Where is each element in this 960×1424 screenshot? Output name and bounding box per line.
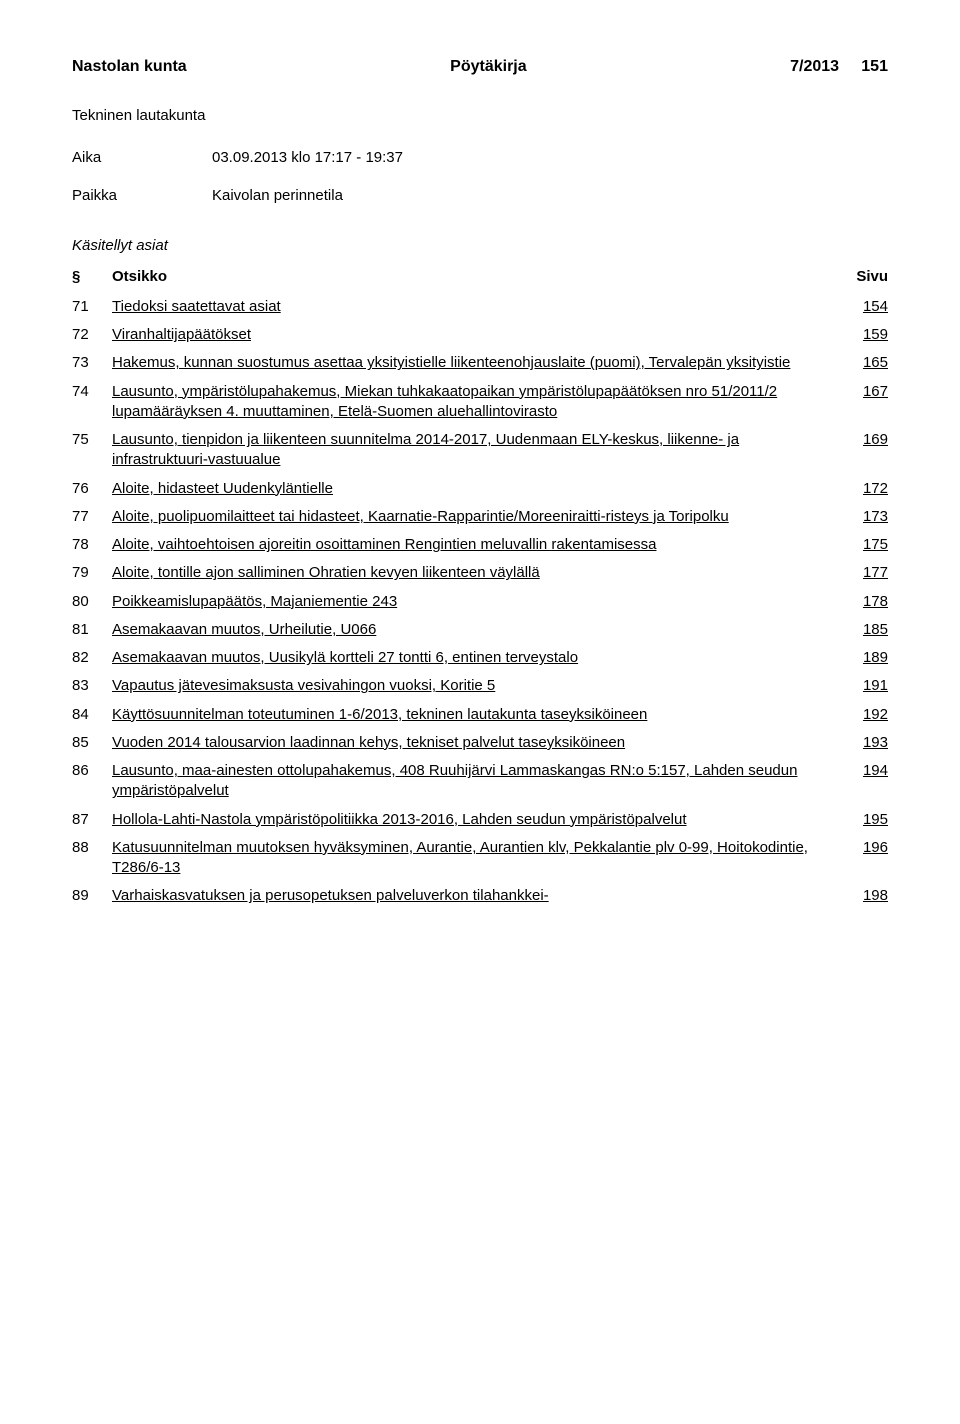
col-num-header: § [72,267,112,287]
agenda-num: 74 [72,382,112,402]
page-header: Nastolan kunta Pöytäkirja 7/2013 151 [72,56,888,78]
agenda-body: 71Tiedoksi saatettavat asiat154 72Viranha… [72,297,888,907]
agenda-row: 81Asemakaavan muutos, Urheilutie, U06618… [72,620,888,640]
agenda-num: 88 [72,838,112,858]
col-title-header: Otsikko [112,267,828,287]
agenda-page-link[interactable]: 189 [828,648,888,668]
agenda-page-link[interactable]: 154 [828,297,888,317]
agenda-page-link[interactable]: 196 [828,838,888,858]
agenda-row: 72Viranhaltijapäätökset159 [72,325,888,345]
agenda-row: 76Aloite, hidasteet Uudenkyläntielle172 [72,479,888,499]
subtitle: Käsitellyt asiat [72,236,888,256]
agenda-title-link[interactable]: Aloite, tontille ajon salliminen Ohratie… [112,563,828,583]
agenda-page-link[interactable]: 193 [828,733,888,753]
agenda-row: 74Lausunto, ympäristölupahakemus, Miekan… [72,382,888,423]
agenda-num: 77 [72,507,112,527]
agenda-num: 84 [72,705,112,725]
agenda-title-link[interactable]: Lausunto, tienpidon ja liikenteen suunni… [112,430,828,471]
agenda-page-link[interactable]: 173 [828,507,888,527]
meta-aika-value: 03.09.2013 klo 17:17 - 19:37 [212,148,403,168]
agenda-title-link[interactable]: Käyttösuunnitelman toteutuminen 1-6/2013… [112,705,828,725]
agenda-page-link[interactable]: 159 [828,325,888,345]
agenda-num: 76 [72,479,112,499]
agenda-row: 88Katusuunnitelman muutoksen hyväksymine… [72,838,888,879]
agenda-num: 83 [72,676,112,696]
agenda-title-link[interactable]: Vuoden 2014 talousarvion laadinnan kehys… [112,733,828,753]
agenda-num: 75 [72,430,112,450]
agenda-row: 78Aloite, vaihtoehtoisen ajoreitin osoit… [72,535,888,555]
meta-aika: Aika 03.09.2013 klo 17:17 - 19:37 [72,148,888,168]
agenda-row: 87Hollola-Lahti-Nastola ympäristöpolitii… [72,810,888,830]
agenda-row: 86Lausunto, maa-ainesten ottolupahakemus… [72,761,888,802]
agenda-num: 87 [72,810,112,830]
agenda-title-link[interactable]: Viranhaltijapäätökset [112,325,828,345]
meta-paikka-value: Kaivolan perinnetila [212,186,343,206]
agenda-title-link[interactable]: Vapautus jätevesimaksusta vesivahingon v… [112,676,828,696]
agenda-title-link[interactable]: Lausunto, ympäristölupahakemus, Miekan t… [112,382,828,423]
agenda-num: 79 [72,563,112,583]
agenda-page-link[interactable]: 172 [828,479,888,499]
agenda-title-link[interactable]: Aloite, puolipuomilaitteet tai hidasteet… [112,507,828,527]
agenda-row: 83Vapautus jätevesimaksusta vesivahingon… [72,676,888,696]
agenda-row: 77Aloite, puolipuomilaitteet tai hidaste… [72,507,888,527]
header-left: Nastolan kunta [72,56,187,78]
agenda-page-link[interactable]: 191 [828,676,888,696]
agenda-title-link[interactable]: Varhaiskasvatuksen ja perusopetuksen pal… [112,886,828,906]
agenda-title-link[interactable]: Lausunto, maa-ainesten ottolupahakemus, … [112,761,828,802]
agenda-num: 73 [72,353,112,373]
agenda-header: § Otsikko Sivu [72,267,888,287]
agenda-page-link[interactable]: 198 [828,886,888,906]
agenda-title-link[interactable]: Hakemus, kunnan suostumus asettaa yksity… [112,353,828,373]
agenda-page-link[interactable]: 195 [828,810,888,830]
agenda-row: 71Tiedoksi saatettavat asiat154 [72,297,888,317]
col-page-header: Sivu [828,267,888,287]
agenda-row: 85Vuoden 2014 talousarvion laadinnan keh… [72,733,888,753]
agenda-page-link[interactable]: 192 [828,705,888,725]
agenda-page-link[interactable]: 178 [828,592,888,612]
agenda-row: 82Asemakaavan muutos, Uusikylä kortteli … [72,648,888,668]
meta-paikka: Paikka Kaivolan perinnetila [72,186,888,206]
agenda-page-link[interactable]: 177 [828,563,888,583]
header-right: 7/2013 151 [790,56,888,78]
agenda-num: 89 [72,886,112,906]
agenda-num: 86 [72,761,112,781]
agenda-title-link[interactable]: Aloite, hidasteet Uudenkyläntielle [112,479,828,499]
header-page: 151 [861,58,888,75]
agenda-row: 79Aloite, tontille ajon salliminen Ohrat… [72,563,888,583]
agenda-row: 73Hakemus, kunnan suostumus asettaa yksi… [72,353,888,373]
agenda-title-link[interactable]: Poikkeamislupapäätös, Majaniementie 243 [112,592,828,612]
agenda-page-link[interactable]: 169 [828,430,888,450]
agenda-row: 80Poikkeamislupapäätös, Majaniementie 24… [72,592,888,612]
agenda-row: 75Lausunto, tienpidon ja liikenteen suun… [72,430,888,471]
header-center: Pöytäkirja [450,56,526,78]
agenda-title-link[interactable]: Asemakaavan muutos, Uusikylä kortteli 27… [112,648,828,668]
agenda-title-link[interactable]: Tiedoksi saatettavat asiat [112,297,828,317]
agenda-page-link[interactable]: 165 [828,353,888,373]
agenda-title-link[interactable]: Asemakaavan muutos, Urheilutie, U066 [112,620,828,640]
agenda-num: 78 [72,535,112,555]
agenda-title-link[interactable]: Katusuunnitelman muutoksen hyväksyminen,… [112,838,828,879]
agenda-num: 81 [72,620,112,640]
agenda-page-link[interactable]: 185 [828,620,888,640]
agenda-row: 89Varhaiskasvatuksen ja perusopetuksen p… [72,886,888,906]
agenda-page-link[interactable]: 175 [828,535,888,555]
agenda-page-link[interactable]: 194 [828,761,888,781]
agenda-num: 80 [72,592,112,612]
meta-aika-label: Aika [72,148,212,168]
agenda-title-link[interactable]: Aloite, vaihtoehtoisen ajoreitin osoitta… [112,535,828,555]
agenda-num: 71 [72,297,112,317]
agenda-title-link[interactable]: Hollola-Lahti-Nastola ympäristöpolitiikk… [112,810,828,830]
body-title: Tekninen lautakunta [72,106,888,126]
agenda-num: 82 [72,648,112,668]
agenda-page-link[interactable]: 167 [828,382,888,402]
header-seq: 7/2013 [790,58,839,75]
agenda-num: 85 [72,733,112,753]
meta-paikka-label: Paikka [72,186,212,206]
agenda-row: 84Käyttösuunnitelman toteutuminen 1-6/20… [72,705,888,725]
agenda-num: 72 [72,325,112,345]
